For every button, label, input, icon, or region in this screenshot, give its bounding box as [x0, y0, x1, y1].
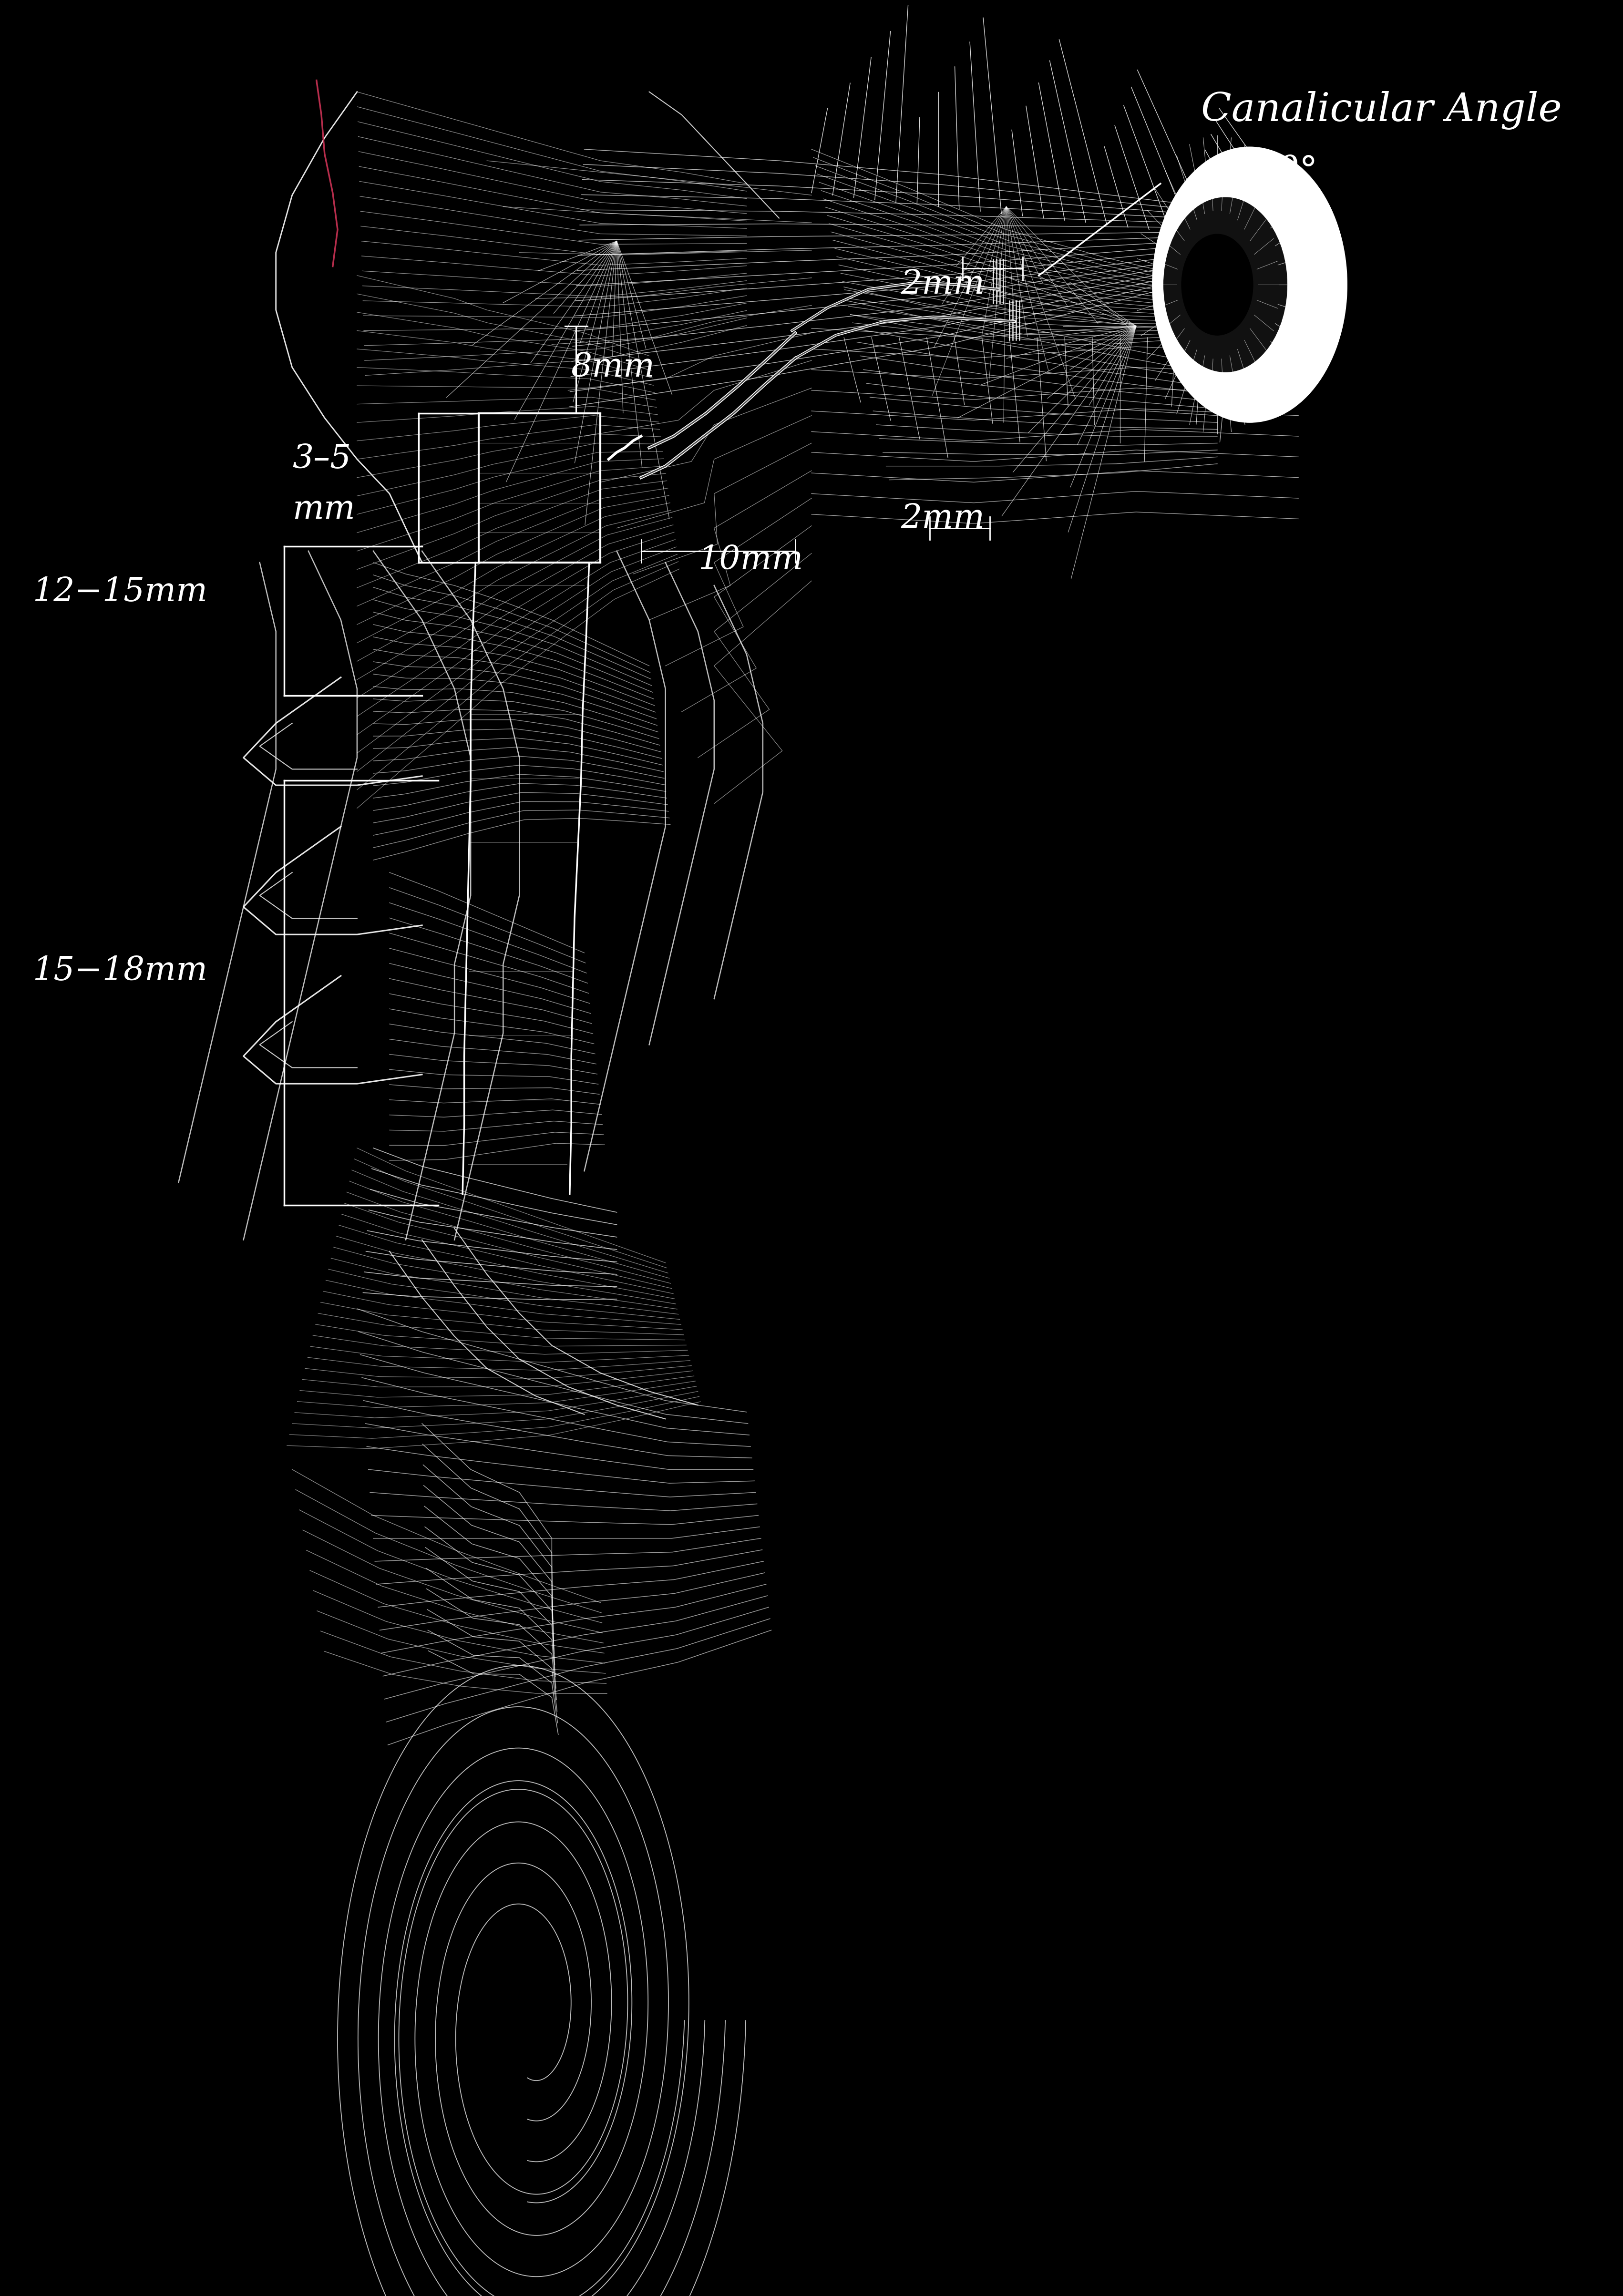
Text: 8mm: 8mm	[571, 351, 656, 383]
Text: mm: mm	[292, 494, 355, 526]
Circle shape	[1164, 197, 1287, 372]
Text: 2mm: 2mm	[901, 503, 985, 535]
Circle shape	[1152, 147, 1347, 422]
Text: 2mm: 2mm	[901, 269, 985, 301]
Text: Canalicular Angle: Canalicular Angle	[1201, 92, 1561, 129]
Text: 10mm: 10mm	[698, 544, 803, 576]
Text: 15−18mm: 15−18mm	[32, 955, 208, 987]
Text: 3–5: 3–5	[292, 443, 351, 475]
Text: 12−15mm: 12−15mm	[32, 576, 208, 608]
Circle shape	[1182, 234, 1253, 335]
Text: ± 50°: ± 50°	[1209, 154, 1318, 191]
